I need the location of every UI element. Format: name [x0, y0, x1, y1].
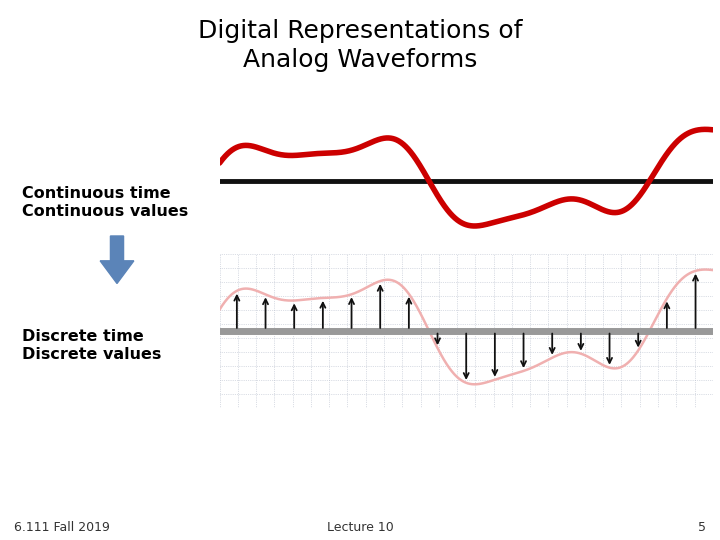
Text: 6.111 Fall 2019: 6.111 Fall 2019 [14, 521, 110, 534]
Text: Lecture 10: Lecture 10 [327, 521, 393, 534]
Text: Digital Representations of
Analog Waveforms: Digital Representations of Analog Wavefo… [198, 19, 522, 72]
Text: 5: 5 [698, 521, 706, 534]
FancyArrow shape [100, 236, 134, 284]
Text: Discrete time
Discrete values: Discrete time Discrete values [22, 329, 161, 362]
Text: Continuous time
Continuous values: Continuous time Continuous values [22, 186, 188, 219]
